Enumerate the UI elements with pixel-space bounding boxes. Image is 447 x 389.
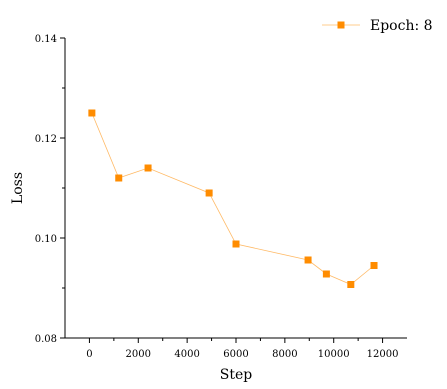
data-point — [347, 281, 355, 288]
y-tick-label: 0.12 — [35, 134, 57, 145]
x-tick-label: 4000 — [174, 349, 199, 360]
data-point — [304, 256, 312, 264]
data-point — [115, 174, 123, 182]
legend-label: Epoch: 8 — [370, 18, 433, 34]
legend: Epoch: 8 — [322, 18, 433, 34]
legend-marker — [337, 21, 345, 29]
x-tick-label: 10000 — [318, 349, 350, 360]
data-point — [205, 189, 213, 197]
y-tick-label: 0.08 — [35, 334, 57, 345]
y-axis-title: Loss — [10, 172, 26, 204]
x-tick-label: 2000 — [126, 349, 151, 360]
data-point — [322, 270, 330, 278]
data-point — [88, 109, 96, 117]
series-line — [91, 112, 375, 285]
axes — [64, 38, 407, 339]
x-tick-label: 6000 — [223, 349, 248, 360]
y-tick-label: 0.14 — [35, 34, 57, 45]
ticks: 0 2000 4000 6000 8000 10000 12000 0.08 0.10 0.12 0… — [35, 34, 399, 360]
data-point — [370, 262, 378, 269]
x-tick-label: 0 — [86, 349, 92, 360]
data-point — [232, 240, 240, 248]
x-tick-label: 12000 — [367, 349, 399, 360]
data-point — [144, 164, 152, 172]
series-layer — [88, 109, 378, 288]
x-axis-title: Step — [220, 367, 253, 383]
y-tick-label: 0.10 — [35, 234, 57, 245]
x-tick-label: 8000 — [272, 349, 297, 360]
